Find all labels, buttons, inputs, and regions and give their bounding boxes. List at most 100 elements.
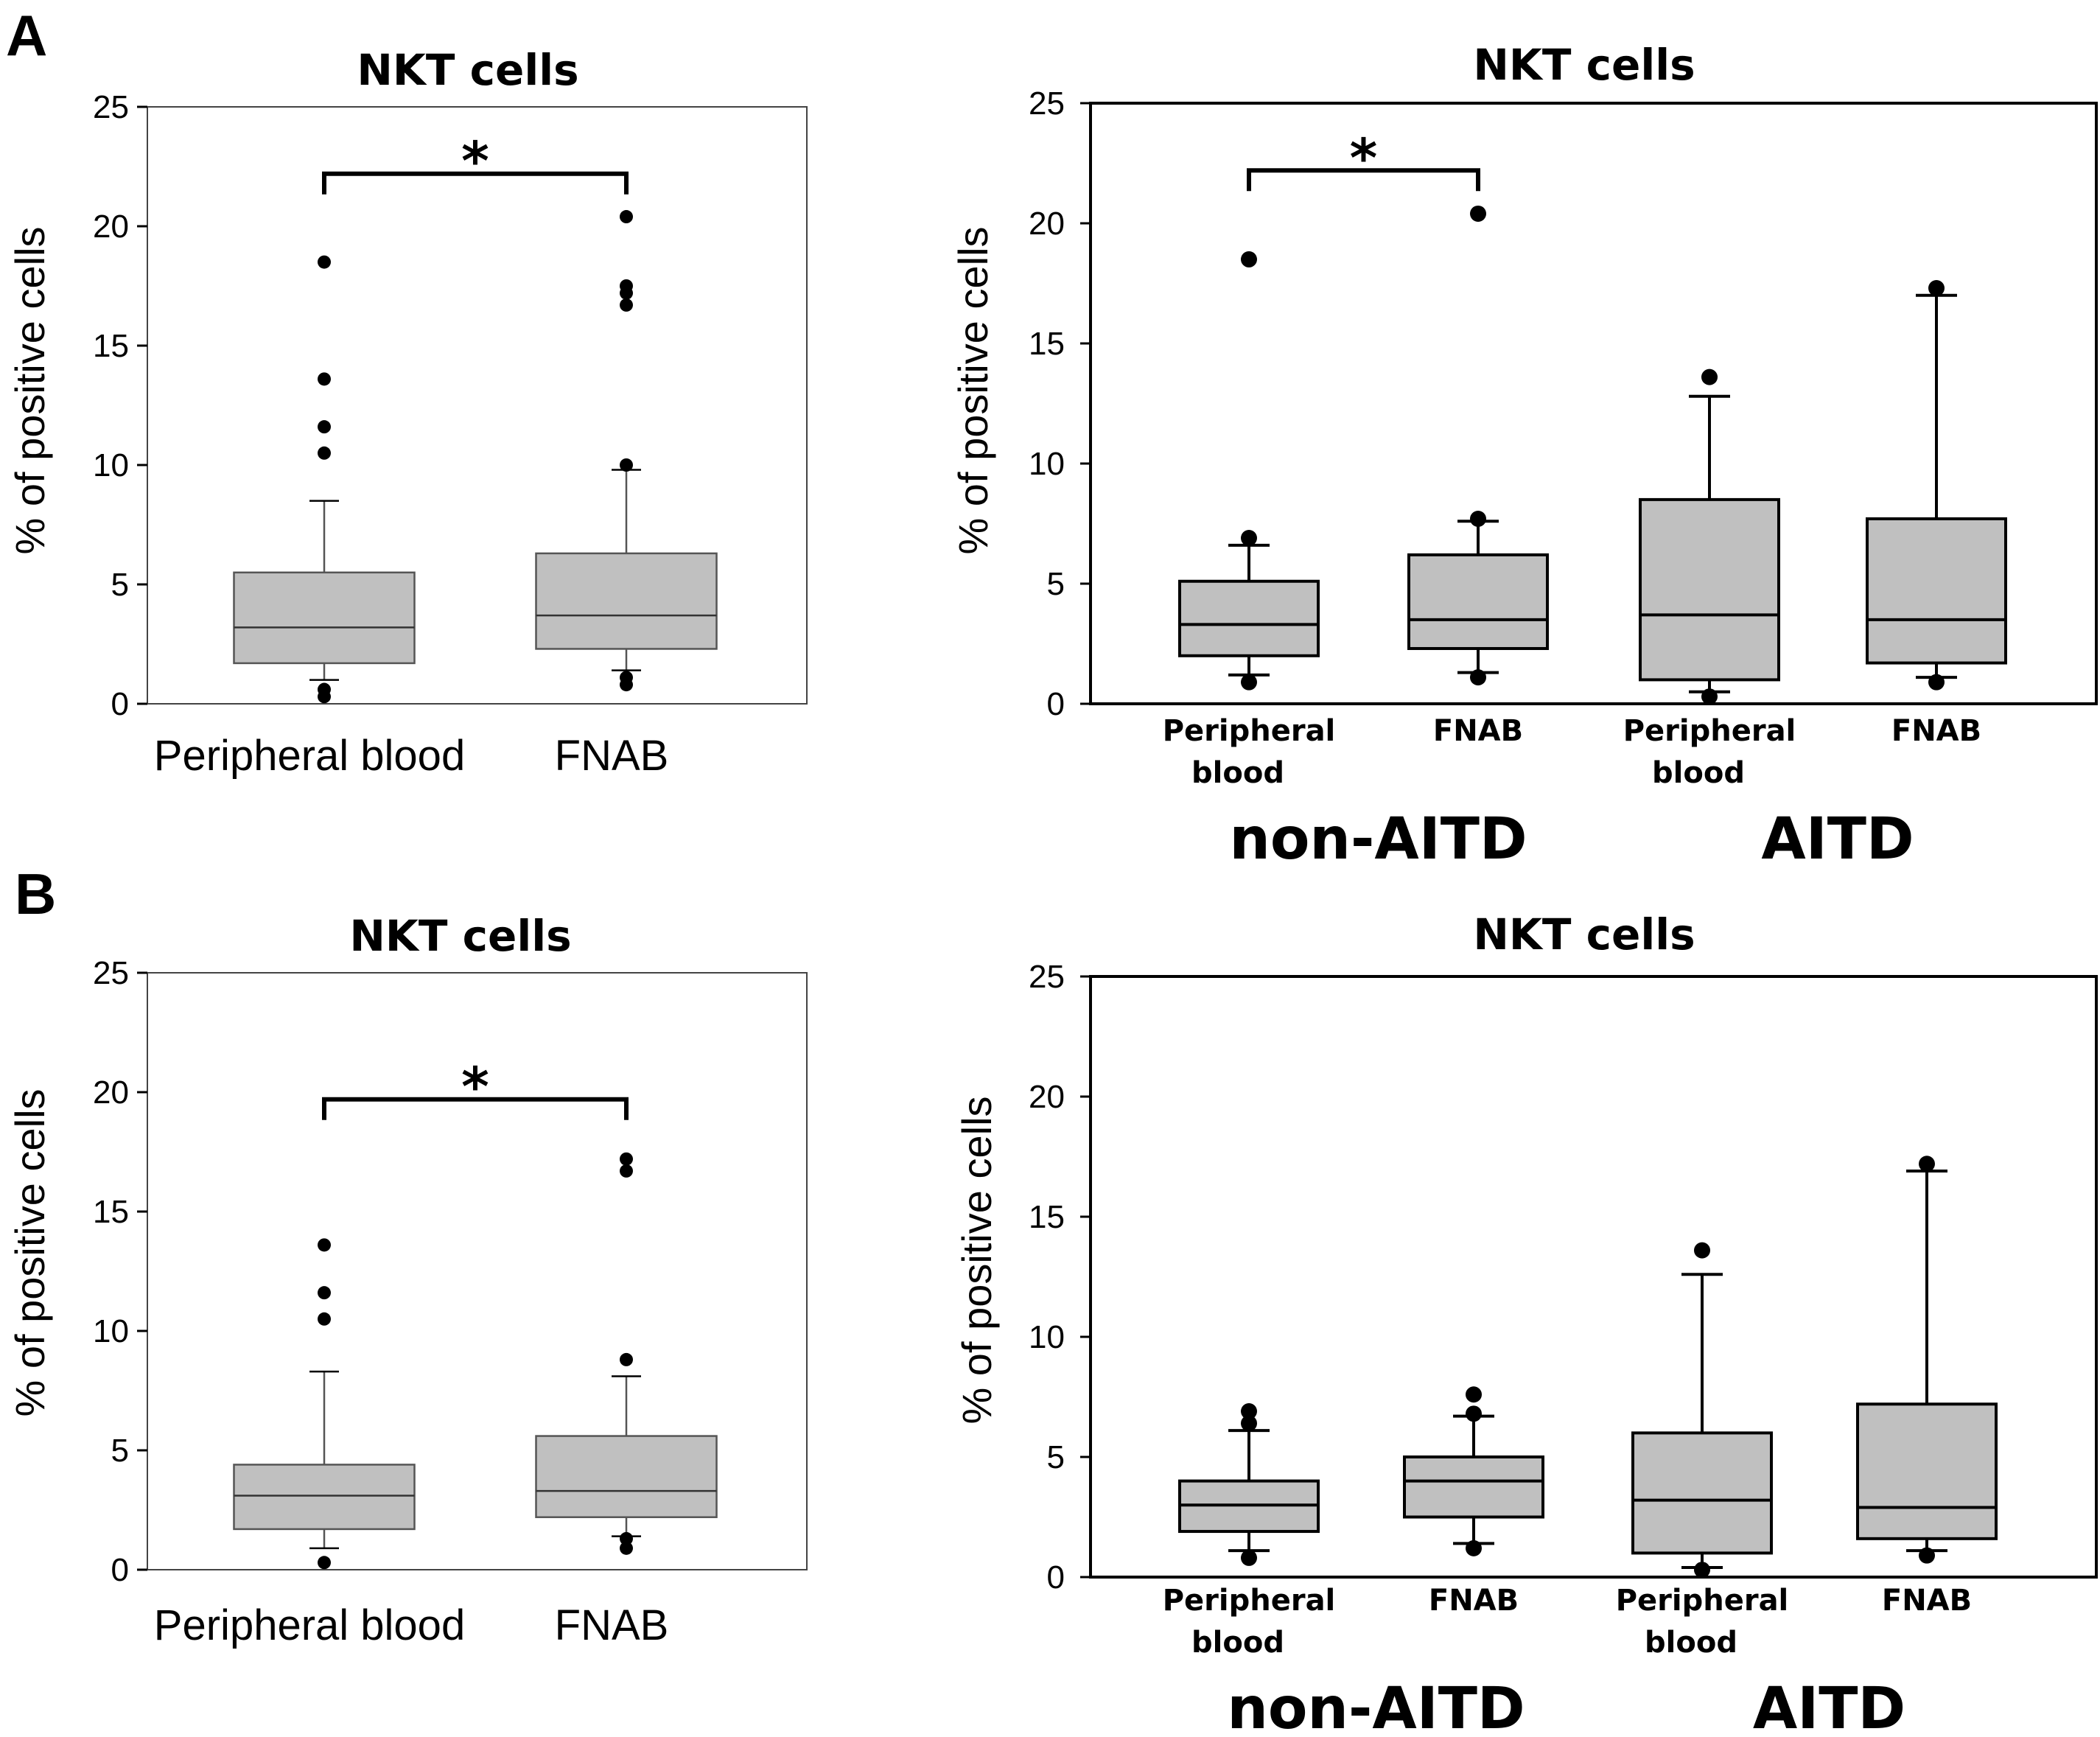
box-plot	[1639, 368, 1780, 705]
outlier-point	[620, 1531, 633, 1545]
outlier-point	[1241, 530, 1257, 547]
outlier-point	[1241, 251, 1257, 268]
outlier-point	[1241, 1549, 1257, 1566]
outlier-point	[318, 1238, 331, 1252]
category-label: FNAB	[1882, 1584, 1972, 1618]
y-axis-label: % of positive cells	[950, 226, 996, 554]
category-label: FNAB	[555, 732, 669, 780]
significance-bracket	[1247, 168, 1480, 192]
group-label: AITD	[1753, 1676, 1905, 1737]
outlier-point	[1928, 674, 1945, 691]
category-label: FNAB	[1433, 714, 1523, 748]
box-plot	[535, 210, 718, 692]
significance-bracket	[322, 171, 629, 195]
plot-frame	[1089, 102, 2098, 705]
box-plot	[1866, 280, 2007, 691]
category-label: FNAB	[555, 1601, 669, 1649]
outlier-point	[620, 298, 633, 312]
chart-title: NKT cells	[349, 911, 571, 961]
category-label: Peripheral	[1163, 1584, 1336, 1618]
chart-title: NKT cells	[1473, 40, 1695, 90]
outlier-point	[1470, 205, 1486, 222]
outlier-point	[620, 210, 633, 224]
panel-letter-a: A	[6, 3, 47, 68]
box-iqr	[1178, 579, 1320, 657]
chart-b-by-group: NKT cells % of positive cells 0 5 10 15 20 25 Pe…	[953, 909, 2098, 1737]
box-plot	[1403, 1386, 1544, 1556]
outlier-point	[1928, 280, 1945, 297]
box-iqr	[535, 552, 718, 650]
box-plot	[535, 1152, 718, 1555]
box-plot	[1407, 205, 1549, 686]
category-label: blood	[1191, 756, 1284, 790]
significance-star: *	[461, 1056, 489, 1118]
outlier-point	[318, 682, 331, 696]
outlier-point	[318, 1312, 331, 1326]
outlier-point	[318, 446, 331, 460]
outlier-point	[1241, 674, 1257, 691]
category-label: Peripheral	[1163, 714, 1336, 748]
outlier-point	[1919, 1156, 1935, 1172]
outlier-point	[1470, 669, 1486, 686]
y-tick-label: 0	[111, 686, 129, 722]
outlier-point	[318, 1286, 331, 1300]
group-label: non-AITD	[1227, 1676, 1525, 1737]
outlier-point	[620, 1152, 633, 1166]
category-label: blood	[1191, 1626, 1284, 1660]
box-iqr	[1856, 1402, 1998, 1540]
outlier-point	[620, 1352, 633, 1366]
significance-star: *	[461, 130, 489, 192]
outlier-point	[620, 279, 633, 293]
box-iqr	[233, 571, 416, 665]
significance-star: *	[1350, 127, 1378, 189]
y-tick-label: 5	[111, 1433, 129, 1469]
chart-a-overall: NKT cells % of positive cells 0 5 10 15 20 25 Pe…	[7, 45, 808, 780]
y-tick-label: 15	[93, 1194, 129, 1230]
outlier-point	[1694, 1562, 1710, 1579]
y-tick-label: 20	[93, 209, 129, 245]
box-iqr	[1639, 497, 1780, 682]
box-iqr	[233, 1464, 416, 1531]
y-tick-label: 15	[1029, 326, 1065, 362]
chart-title: NKT cells	[357, 45, 578, 95]
box-plot	[1178, 1403, 1320, 1566]
outlier-point	[1919, 1547, 1935, 1564]
outlier-point	[620, 1164, 633, 1178]
y-tick-label: 0	[111, 1552, 129, 1588]
outlier-point	[1241, 1415, 1257, 1432]
y-tick-label: 25	[93, 955, 129, 991]
outlier-point	[620, 1541, 633, 1555]
box-plot	[233, 255, 416, 704]
y-tick-label: 0	[1047, 1559, 1065, 1596]
outlier-point	[1701, 368, 1718, 385]
y-axis-label: % of positive cells	[7, 226, 53, 554]
y-axis-label: % of positive cells	[7, 1088, 53, 1416]
y-tick-label: 10	[1029, 1319, 1065, 1355]
y-tick-label: 10	[1029, 446, 1065, 482]
box-plot	[1631, 1242, 1773, 1579]
category-label: Peripheral blood	[154, 1601, 465, 1649]
outlier-point	[318, 255, 331, 269]
outlier-point	[1694, 1242, 1710, 1259]
category-label: Peripheral	[1623, 714, 1796, 748]
outlier-point	[318, 1556, 331, 1570]
outlier-point	[620, 458, 633, 472]
panel-letter-b: B	[15, 861, 56, 926]
y-tick-label: 20	[1029, 1079, 1065, 1115]
y-tick-label: 20	[1029, 206, 1065, 242]
chart-b-overall: NKT cells % of positive cells 0 5 10 15 20 25 Pe…	[7, 911, 808, 1649]
category-label: Peripheral blood	[154, 732, 465, 780]
y-tick-label: 10	[93, 447, 129, 483]
y-axis-label: % of positive cells	[953, 1096, 1000, 1424]
box-iqr	[1403, 1455, 1544, 1519]
box-plot	[1178, 251, 1320, 691]
box-plot	[1856, 1156, 1998, 1564]
category-label: blood	[1652, 756, 1745, 790]
outlier-point	[318, 372, 331, 386]
y-tick-label: 25	[1029, 959, 1065, 995]
outlier-point	[318, 420, 331, 434]
y-tick-label: 15	[93, 328, 129, 364]
box-iqr	[1866, 517, 2007, 665]
significance-bracket	[322, 1097, 629, 1120]
chart-a-by-group: NKT cells % of positive cells 0 5 10 15 20 25 Pe…	[950, 40, 2098, 873]
